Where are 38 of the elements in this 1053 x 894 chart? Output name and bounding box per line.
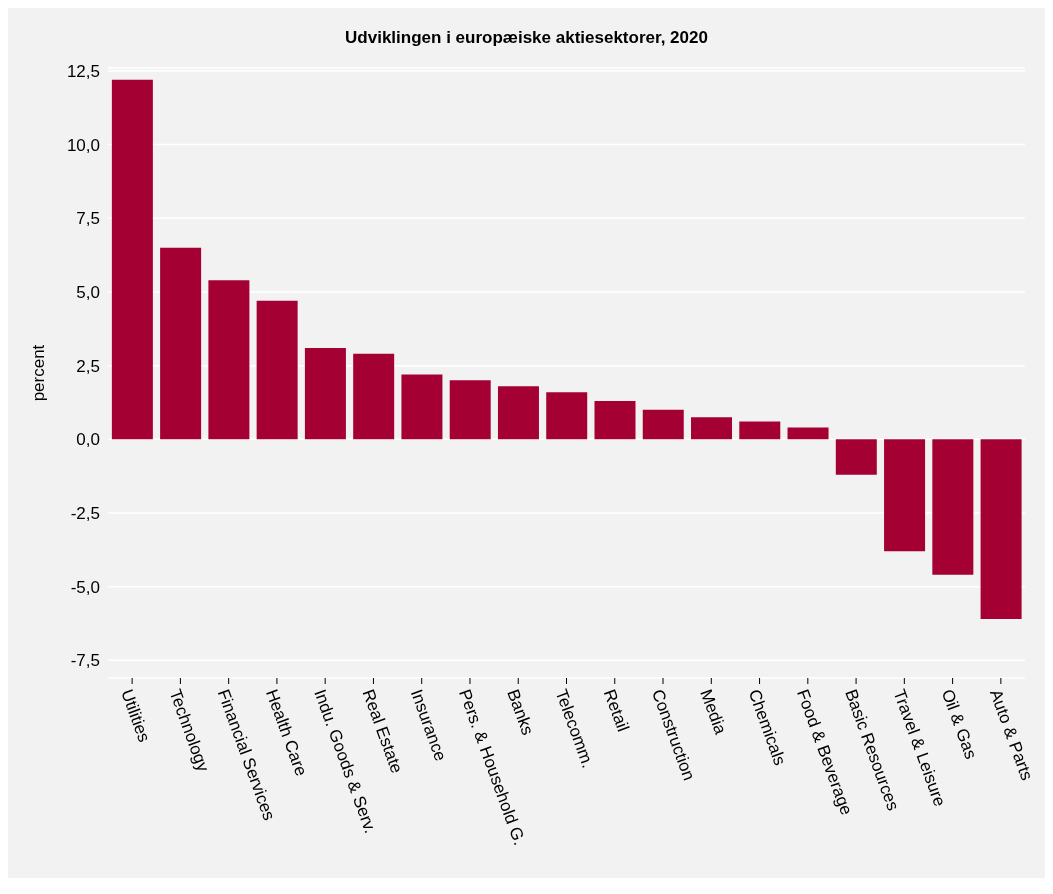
y-tick-label: -2,5 <box>70 504 100 524</box>
bar <box>401 374 443 440</box>
y-tick-label: 2,5 <box>76 356 100 376</box>
bar <box>739 421 781 440</box>
y-tick-label: 10,0 <box>66 135 100 155</box>
bar <box>835 439 877 475</box>
chart-title: Udviklingen i europæiske aktiesektorer, 2020 <box>344 27 709 49</box>
y-tick-label: 12,5 <box>66 61 100 81</box>
y-tick-label: 7,5 <box>76 209 100 229</box>
y-axis-title: percent <box>29 344 49 402</box>
bar <box>304 347 346 440</box>
bar <box>256 300 298 440</box>
bar <box>594 401 636 440</box>
x-tick-label: Auto & Parts <box>985 686 1037 783</box>
bar <box>111 79 153 440</box>
x-tick-label: Oil & Gas <box>937 686 981 762</box>
x-tick-label: Utilities <box>117 686 154 745</box>
x-tick-label: Real Estate <box>358 686 407 776</box>
y-tick-label: -5,0 <box>70 577 100 597</box>
y-tick-label: 5,0 <box>76 283 100 302</box>
bar <box>884 439 926 552</box>
x-tick-label: Media <box>696 686 731 738</box>
bar <box>497 386 539 440</box>
y-tick-label: 0,0 <box>76 430 100 450</box>
x-tick-label: Banks <box>503 686 538 738</box>
bar <box>353 353 395 440</box>
bar <box>642 409 684 440</box>
bar <box>932 439 974 575</box>
bar <box>160 247 202 440</box>
bar <box>546 392 588 440</box>
x-tick-label: Retail <box>599 686 633 735</box>
y-tick-label: -7,5 <box>70 651 100 671</box>
bar <box>449 380 491 440</box>
bar <box>691 417 733 440</box>
bar <box>787 427 829 440</box>
bar <box>980 439 1022 620</box>
bar <box>208 280 250 440</box>
x-tick-label: Health Care <box>261 686 311 779</box>
